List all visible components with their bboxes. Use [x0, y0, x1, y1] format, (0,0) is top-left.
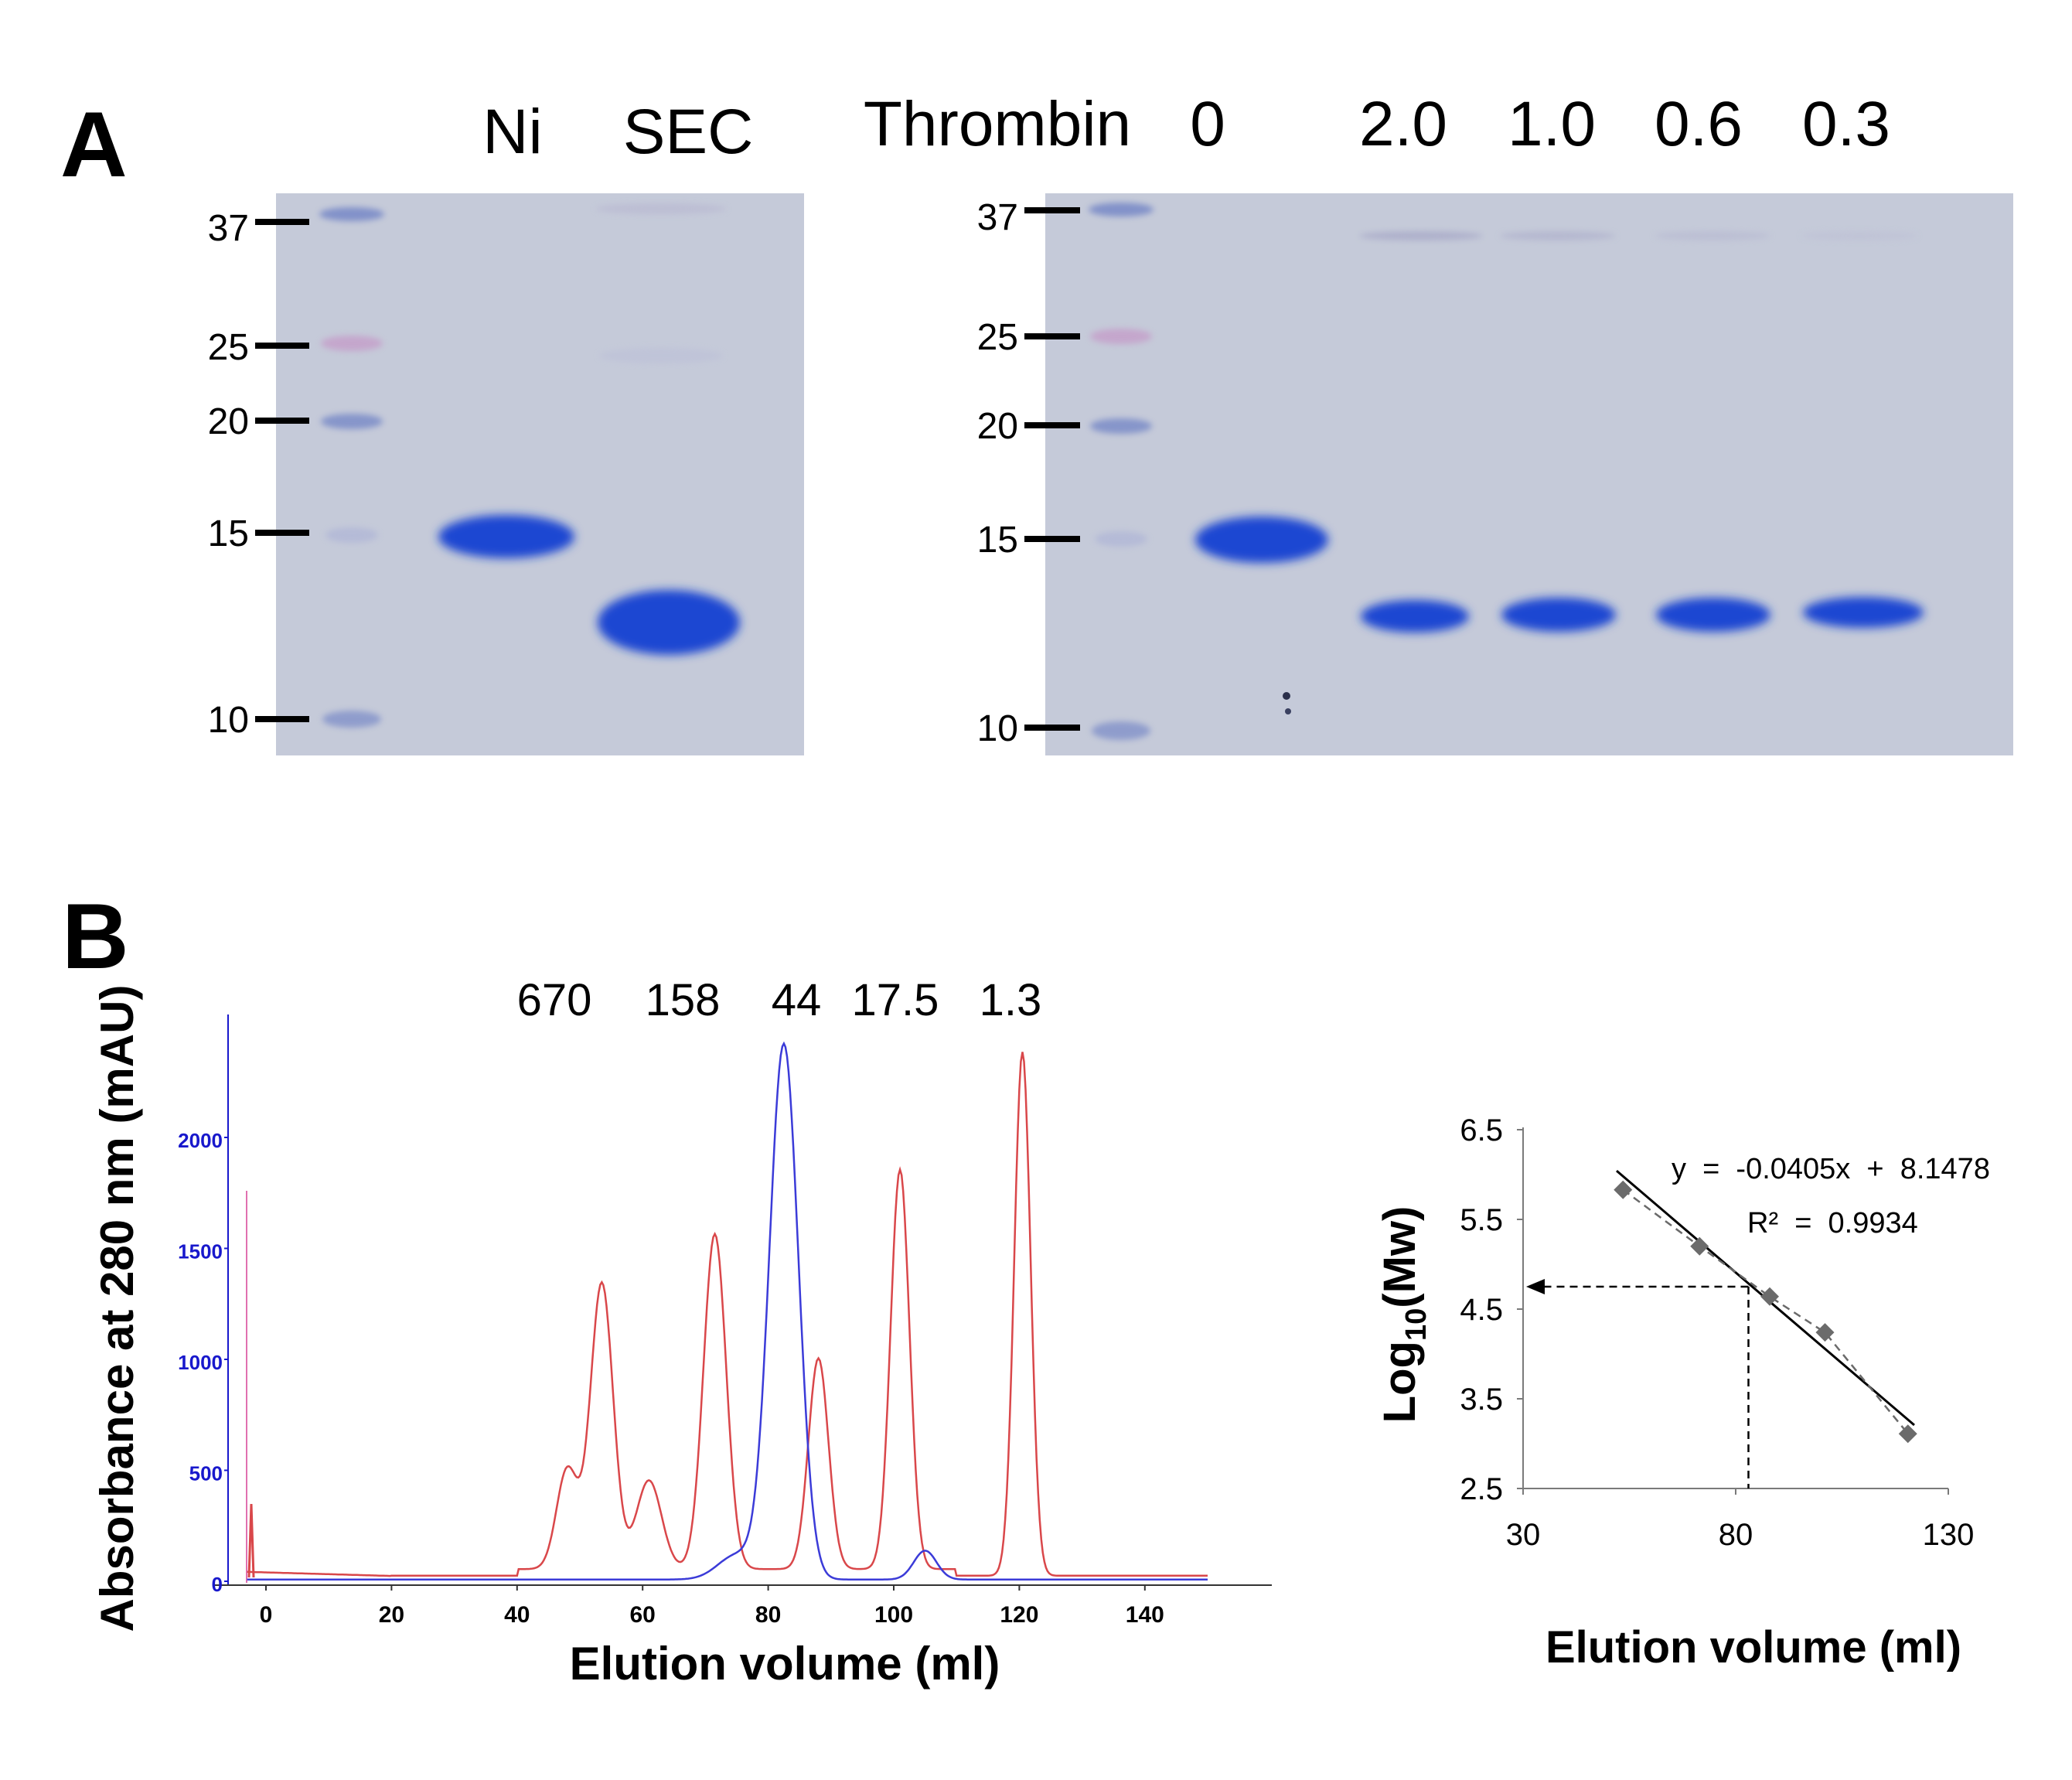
marker-2-15: 15 [977, 520, 1018, 561]
y-tick-label: 500 [189, 1462, 223, 1485]
chromatogram-ylabel: Absorbance at 280 nm (mAU) [91, 985, 143, 1632]
gel-1: Ni SEC 37 25 20 15 10 [208, 97, 804, 755]
x-tick-label: 40 [504, 1602, 530, 1628]
x-tick-label: 60 [630, 1602, 656, 1628]
x-tick-label: 80 [755, 1602, 781, 1628]
x-tick-label: 140 [1126, 1602, 1164, 1628]
lane-label-thrombin-0-3: 0.3 [1802, 89, 1890, 159]
panel-b-label: B [62, 885, 129, 988]
lane-label-thrombin-2-0: 2.0 [1359, 89, 1447, 159]
gel-2-ladder [1089, 203, 1154, 740]
standard-158: 158 [646, 975, 721, 1025]
calibration-point [1690, 1236, 1709, 1256]
standard-1-3: 1.3 [980, 975, 1042, 1025]
marker-37: 37 [208, 208, 249, 249]
x-tick-label: 20 [379, 1602, 404, 1628]
calibration-plot: 2.5 3.5 4.5 5.5 6.5 30 80 130 y = -0.0405x + 8… [1375, 1113, 1990, 1673]
cal-x-tick-label: 30 [1506, 1518, 1541, 1552]
standard-17-5: 17.5 [852, 975, 939, 1025]
chromatogram-y-ticks: 0 500 1000 1500 2000 [178, 1129, 228, 1596]
calibration-xlabel: Elution volume (ml) [1545, 1622, 1961, 1673]
lane-label-thrombin-0-6: 0.6 [1655, 89, 1743, 159]
fit-r-squared: R² = 0.9934 [1747, 1207, 1918, 1240]
gel-1-markers: 37 25 20 15 10 [208, 208, 309, 741]
band-thrombin-0-3 [1803, 597, 1924, 628]
band-thrombin-0-6 [1656, 598, 1770, 632]
marker-20: 20 [208, 401, 249, 442]
x-tick-label: 120 [1000, 1602, 1038, 1628]
y-tick-label: 1000 [178, 1351, 223, 1374]
chromatogram-xlabel: Elution volume (ml) [570, 1638, 1000, 1690]
cal-y-tick-label: 4.5 [1460, 1293, 1503, 1327]
x-tick-label: 100 [874, 1602, 913, 1628]
panel-a-label: A [60, 93, 128, 196]
gel-1-background [276, 193, 804, 755]
marker-2-37: 37 [977, 197, 1018, 238]
band-ni [438, 515, 574, 558]
calibration-point [1614, 1180, 1633, 1199]
cal-x-tick-label: 80 [1719, 1518, 1753, 1552]
x-tick-label: 0 [260, 1602, 273, 1628]
calibration-ylabel: Log10(Mw) [1375, 1206, 1433, 1424]
marker-2-25: 25 [977, 317, 1018, 358]
gel-1-ladder [319, 207, 384, 728]
marker-2-10: 10 [977, 708, 1018, 749]
ylabel-subscript: 10 [1400, 1308, 1433, 1341]
injection-spike [247, 1503, 255, 1578]
sample-trace [247, 1041, 1208, 1581]
marker-15: 15 [208, 513, 249, 554]
y-tick-label: 0 [212, 1573, 223, 1596]
marker-10: 10 [208, 700, 249, 741]
calibration-readout [1526, 1279, 1750, 1488]
y-tick-label: 2000 [178, 1129, 223, 1152]
calibration-points [1614, 1180, 1917, 1444]
marker-2-20: 20 [977, 406, 1018, 447]
band-sec [598, 590, 740, 655]
standards-trace [247, 1052, 1208, 1577]
calibration-y-ticks: 2.5 3.5 4.5 5.5 6.5 [1460, 1113, 1523, 1506]
lane-label-sec: SEC [623, 97, 754, 167]
fit-equation: y = -0.0405x + 8.1478 [1672, 1153, 1990, 1185]
band-thrombin-0 [1195, 517, 1328, 563]
standard-44: 44 [772, 975, 822, 1025]
cal-y-tick-label: 2.5 [1460, 1472, 1503, 1506]
lane-label-thrombin-1-0: 1.0 [1508, 89, 1596, 159]
calibration-x-ticks: 30 80 130 [1506, 1488, 1975, 1552]
cal-y-tick-label: 6.5 [1460, 1113, 1503, 1147]
calibration-point [1815, 1323, 1835, 1342]
gel-2-markers: 37 25 20 15 10 [977, 197, 1080, 749]
chromatogram-x-ticks: 0 20 40 60 80 100 120 140 [260, 1585, 1164, 1628]
chromatogram: Absorbance at 280 nm (mAU) Elution volum… [91, 975, 1272, 1690]
thrombin-label: Thrombin [864, 89, 1131, 159]
cal-y-tick-label: 5.5 [1460, 1203, 1503, 1237]
lane-label-ni: Ni [482, 97, 542, 167]
cal-x-tick-label: 130 [1923, 1518, 1975, 1552]
data-connector [1622, 1188, 1909, 1434]
marker-25: 25 [208, 327, 249, 368]
readout-arrowhead [1526, 1279, 1545, 1294]
band-thrombin-1-0 [1501, 598, 1616, 632]
lane-label-thrombin-0: 0 [1190, 89, 1225, 159]
gel-2: Thrombin 0 2.0 1.0 0.6 0.3 37 25 20 15 1… [864, 89, 2013, 755]
y-tick-label: 1500 [178, 1240, 223, 1263]
calibration-point [1760, 1287, 1779, 1306]
gel-2-background [1045, 193, 2013, 755]
cal-y-tick-label: 3.5 [1460, 1383, 1503, 1417]
standard-670: 670 [517, 975, 592, 1025]
band-thrombin-2-0 [1361, 600, 1469, 633]
calibration-point [1898, 1424, 1917, 1444]
